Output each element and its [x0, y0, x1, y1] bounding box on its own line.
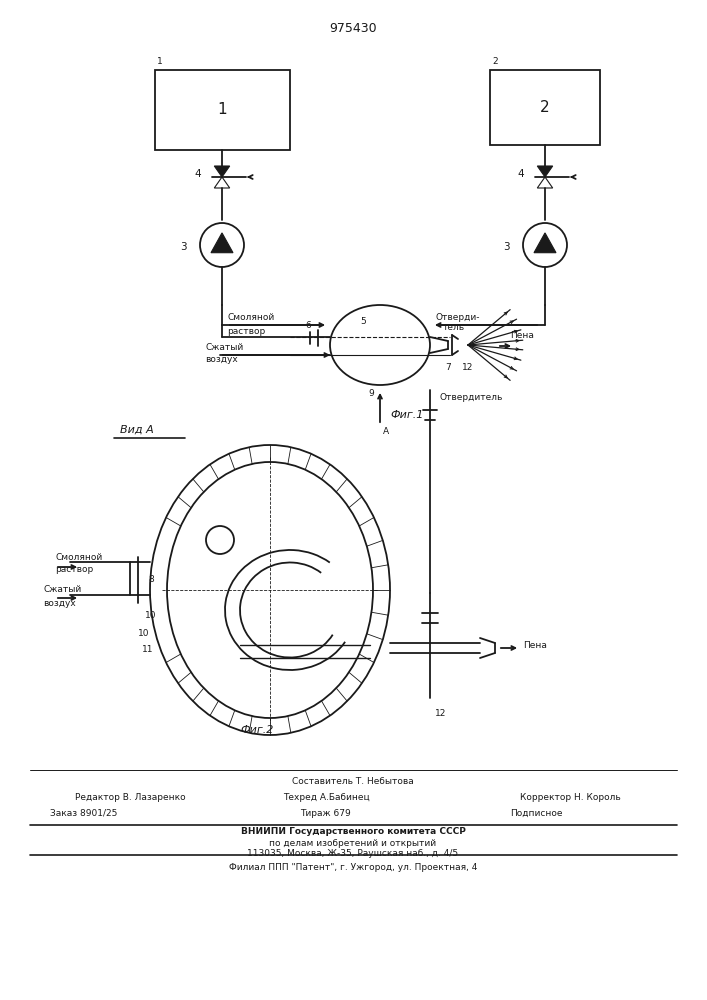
- Text: ВНИИПИ Государственного комитета СССР: ВНИИПИ Государственного комитета СССР: [240, 828, 465, 836]
- Text: 4: 4: [194, 169, 201, 179]
- Text: Пена: Пена: [523, 642, 547, 650]
- Text: 12: 12: [462, 363, 474, 372]
- Text: 6: 6: [305, 322, 311, 330]
- Text: тель: тель: [443, 324, 465, 332]
- Polygon shape: [214, 166, 230, 177]
- Text: 4: 4: [517, 169, 524, 179]
- Text: 2: 2: [540, 100, 550, 115]
- Text: Подписное: Подписное: [510, 808, 563, 818]
- Text: 2: 2: [492, 57, 498, 66]
- Ellipse shape: [150, 445, 390, 735]
- Text: Заказ 8901/25: Заказ 8901/25: [50, 808, 117, 818]
- Text: 3: 3: [180, 242, 187, 252]
- Text: Составитель Т. Небытова: Составитель Т. Небытова: [292, 778, 414, 786]
- Text: 975430: 975430: [329, 21, 377, 34]
- Text: 1: 1: [157, 57, 163, 66]
- Polygon shape: [214, 177, 230, 188]
- Text: 12: 12: [435, 708, 446, 718]
- Polygon shape: [211, 233, 233, 253]
- Text: 10: 10: [138, 629, 149, 638]
- Text: Отвердитель: Отвердитель: [440, 393, 503, 402]
- Polygon shape: [537, 166, 553, 177]
- Circle shape: [200, 223, 244, 267]
- Text: 9: 9: [368, 388, 374, 397]
- Text: 5: 5: [360, 318, 366, 326]
- Text: Фиг.2: Фиг.2: [240, 725, 274, 735]
- Text: Сжатый: Сжатый: [43, 585, 81, 594]
- Text: 7: 7: [445, 362, 451, 371]
- Bar: [155, 70, 290, 150]
- Text: Корректор Н. Король: Корректор Н. Король: [520, 794, 621, 802]
- Text: раствор: раствор: [227, 326, 265, 336]
- Text: Сжатый: Сжатый: [205, 344, 243, 353]
- Bar: [490, 70, 600, 145]
- Polygon shape: [537, 177, 553, 188]
- Text: раствор: раствор: [55, 564, 93, 574]
- Circle shape: [523, 223, 567, 267]
- Text: Техред А.Бабинец: Техред А.Бабинец: [283, 794, 370, 802]
- Text: Смоляной: Смоляной: [55, 552, 103, 562]
- Text: A: A: [383, 428, 389, 436]
- Text: Филиал ППП "Патент", г. Ужгород, ул. Проектная, 4: Филиал ППП "Патент", г. Ужгород, ул. Про…: [229, 862, 477, 871]
- Ellipse shape: [330, 305, 430, 385]
- Text: Отверди-: Отверди-: [435, 312, 479, 322]
- Text: 8: 8: [148, 576, 153, 584]
- Text: Тираж 679: Тираж 679: [300, 808, 351, 818]
- Text: воздух: воздух: [43, 598, 76, 607]
- Polygon shape: [534, 233, 556, 253]
- Text: 10: 10: [145, 610, 156, 619]
- Circle shape: [206, 526, 234, 554]
- Text: 3: 3: [503, 242, 510, 252]
- Text: Вид А: Вид А: [120, 425, 153, 435]
- Text: воздух: воздух: [205, 355, 238, 363]
- Text: Фиг.1: Фиг.1: [390, 410, 423, 420]
- Text: по делам изобретений и открытий: по делам изобретений и открытий: [269, 838, 436, 848]
- Text: 11: 11: [142, 646, 153, 654]
- Text: Редактор В. Лазаренко: Редактор В. Лазаренко: [75, 794, 186, 802]
- Text: 113035, Москва, Ж-35, Раушская наб., д. 4/5: 113035, Москва, Ж-35, Раушская наб., д. …: [247, 848, 459, 857]
- Text: 1: 1: [218, 103, 228, 117]
- Ellipse shape: [167, 462, 373, 718]
- Text: Пена: Пена: [510, 332, 534, 340]
- Text: Смоляной: Смоляной: [227, 314, 274, 322]
